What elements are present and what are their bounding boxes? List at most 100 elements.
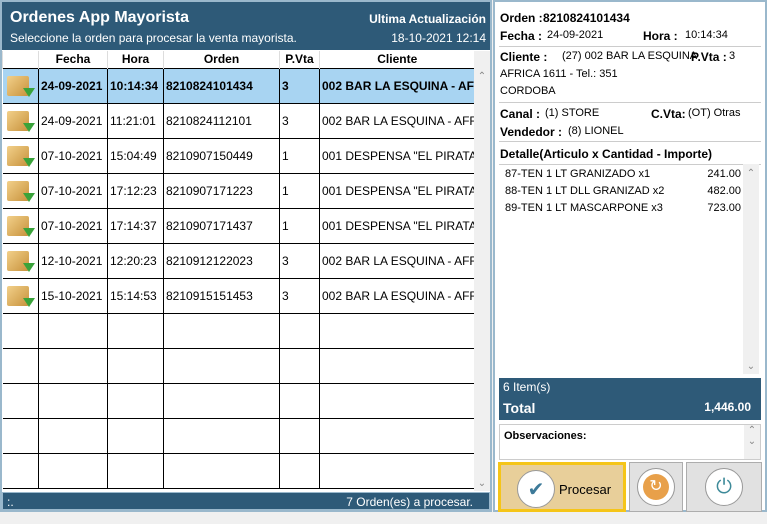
cell-pvta: 3 (279, 67, 320, 104)
cell-fecha: 24-09-2021 (38, 102, 108, 139)
divider (499, 141, 761, 142)
table-scrollbar[interactable]: ⌃ ⌄ (474, 51, 490, 491)
cell-hora: 15:04:49 (107, 137, 164, 174)
cell-pvta: 1 (279, 137, 320, 174)
fecha-label: Fecha : (500, 29, 543, 43)
col-fecha[interactable]: Fecha (38, 51, 108, 68)
divider (499, 164, 761, 165)
cell-orden (163, 382, 280, 419)
cell-fecha (38, 417, 108, 454)
cell-hora (107, 452, 164, 489)
package-download-icon (6, 107, 35, 135)
divider (499, 46, 761, 47)
cell-orden: 8210907171437 (163, 207, 280, 244)
icon-cell (2, 347, 39, 384)
fecha-value: 24-09-2021 (547, 29, 604, 41)
cell-cliente (319, 382, 475, 419)
cell-cliente (319, 312, 475, 349)
table-row[interactable] (2, 312, 475, 349)
item-desc: 88-TEN 1 LT DLL GRANIZAD x2 (505, 185, 665, 197)
icon-cell (2, 172, 39, 209)
hora-value: 10:14:34 (685, 29, 728, 41)
cell-fecha: 07-10-2021 (38, 172, 108, 209)
cliente-value: (27) 002 BAR LA ESQUINA (562, 50, 698, 62)
cell-pvta: 3 (279, 277, 320, 314)
orders-panel: Ordenes App Mayorista Seleccione la orde… (0, 0, 492, 512)
col-orden[interactable]: Orden (163, 51, 280, 68)
table-row[interactable] (2, 417, 475, 454)
col-hora[interactable]: Hora (107, 51, 164, 68)
package-download-icon (6, 247, 35, 275)
cell-fecha (38, 452, 108, 489)
cell-orden (163, 417, 280, 454)
cell-orden: 8210915151453 (163, 277, 280, 314)
cell-orden: 8210907150449 (163, 137, 280, 174)
cell-pvta: 3 (279, 242, 320, 279)
cell-fecha (38, 382, 108, 419)
package-download-icon (6, 177, 35, 205)
cell-pvta (279, 417, 320, 454)
pvta-value: 3 (729, 50, 736, 62)
package-download-icon (6, 212, 35, 240)
cell-pvta: 1 (279, 172, 320, 209)
cell-hora (107, 417, 164, 454)
page-subtitle: Seleccione la orden para procesar la ven… (10, 31, 297, 45)
col-icon[interactable] (2, 51, 39, 68)
detail-scrollbar[interactable]: ⌃ ⌄ (743, 164, 759, 374)
observaciones-scrollbar[interactable]: ⌃ ⌄ (744, 425, 760, 459)
cell-cliente (319, 347, 475, 384)
cell-hora: 15:14:53 (107, 277, 164, 314)
table-row[interactable]: 07-10-2021 15:04:49 8210907150449 1 001 DESP… (2, 137, 475, 174)
cell-cliente: 001 DESPENSA "EL PIRATA (319, 172, 475, 209)
table-row[interactable]: 24-09-2021 10:14:34 8210824101434 3 002 BAR … (2, 67, 475, 104)
cell-orden (163, 347, 280, 384)
refresh-button[interactable]: ↻ (629, 462, 683, 512)
table-row[interactable] (2, 382, 475, 419)
orders-table: Fecha Hora Orden P.Vta Cliente 24-09-202… (2, 51, 475, 489)
icon-cell (2, 67, 39, 104)
cell-fecha: 15-10-2021 (38, 277, 108, 314)
observaciones-field[interactable]: Observaciones: ⌃ ⌄ (499, 424, 761, 460)
detail-item: 87-TEN 1 LT GRANIZADO x1 241.00 (499, 168, 761, 185)
last-update-value: 18-10-2021 12:14 (391, 31, 486, 45)
table-row[interactable] (2, 452, 475, 489)
table-row[interactable]: 24-09-2021 11:21:01 8210824112101 3 002 BAR … (2, 102, 475, 139)
vendedor-value: (8) LIONEL (568, 125, 624, 137)
cell-fecha: 24-09-2021 (38, 67, 108, 104)
cvta-label: C.Vta: (651, 107, 686, 121)
icon-cell (2, 207, 39, 244)
cell-orden: 8210824112101 (163, 102, 280, 139)
item-importe: 482.00 (707, 185, 741, 197)
table-row[interactable]: 07-10-2021 17:14:37 8210907171437 1 001 DESP… (2, 207, 475, 244)
cvta-value: (OT) Otras (688, 107, 741, 119)
orders-header: Ordenes App Mayorista Seleccione la orde… (2, 2, 490, 50)
status-count: 7 Orden(es) a procesar. (346, 495, 473, 509)
col-cliente[interactable]: Cliente (319, 51, 475, 68)
cell-cliente: 001 DESPENSA "EL PIRATA (319, 207, 475, 244)
package-download-icon (6, 72, 35, 100)
table-row[interactable]: 12-10-2021 12:20:23 8210912122023 3 002 BAR … (2, 242, 475, 279)
cell-orden: 8210907171223 (163, 172, 280, 209)
cell-cliente (319, 452, 475, 489)
detail-item: 89-TEN 1 LT MASCARPONE x3 723.00 (499, 202, 761, 219)
col-pvta[interactable]: P.Vta (279, 51, 320, 68)
pvta-label: P.Vta : (691, 50, 727, 64)
detalle-title: Detalle(Articulo x Cantidad - Importe) (500, 147, 713, 161)
cell-fecha (38, 312, 108, 349)
order-detail-panel: Orden : 8210824101434 Fecha : 24-09-2021… (493, 0, 767, 512)
table-row[interactable]: 15-10-2021 15:14:53 8210915151453 3 002 BAR … (2, 277, 475, 314)
table-row[interactable]: 07-10-2021 17:12:23 8210907171223 1 001 DESP… (2, 172, 475, 209)
item-desc: 87-TEN 1 LT GRANIZADO x1 (505, 168, 651, 180)
icon-cell (2, 312, 39, 349)
icon-cell (2, 382, 39, 419)
cell-pvta: 1 (279, 207, 320, 244)
item-importe: 241.00 (707, 168, 741, 180)
orden-value: 8210824101434 (543, 11, 630, 25)
item-desc: 89-TEN 1 LT MASCARPONE x3 (505, 202, 663, 214)
icon-cell (2, 137, 39, 174)
table-row[interactable] (2, 347, 475, 384)
power-button[interactable]: ⏻ (686, 462, 762, 512)
status-left: :. (7, 495, 14, 509)
procesar-button[interactable]: ✔ Procesar (498, 462, 626, 512)
status-bar: :. 7 Orden(es) a procesar. (2, 492, 490, 510)
